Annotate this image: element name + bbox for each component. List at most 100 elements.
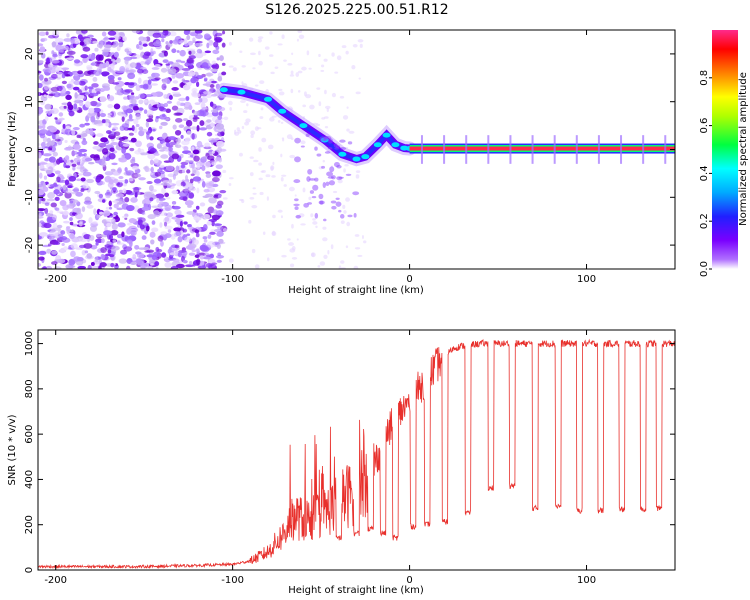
faint-speckle (252, 187, 256, 190)
noise-speckle (103, 210, 111, 217)
noise-speckle (163, 50, 169, 57)
noise-speckle (43, 222, 52, 229)
signal-blob (299, 123, 308, 129)
noise-speckle (161, 252, 167, 258)
noise-speckle (159, 222, 163, 228)
faint-speckle (345, 50, 349, 55)
noise-speckle (211, 93, 218, 97)
faint-speckle (344, 163, 349, 167)
noise-speckle (215, 210, 224, 216)
noise-speckle (70, 79, 75, 82)
noise-speckle (216, 57, 220, 61)
noise-speckle (38, 125, 44, 129)
noise-speckle (60, 105, 65, 109)
noise-speckle (190, 173, 195, 177)
noise-speckle (185, 159, 190, 163)
noise-speckle (220, 137, 225, 143)
noise-speckle (148, 259, 156, 263)
noise-speckle (186, 130, 192, 135)
noise-speckle (86, 66, 93, 71)
snr-y-tick-label: 800 (24, 379, 35, 398)
faint-speckle (352, 44, 358, 48)
noise-speckle (210, 68, 218, 73)
noise-speckle (73, 80, 81, 86)
faint-speckle (287, 238, 291, 241)
noise-speckle (42, 37, 48, 42)
signal-blob (264, 96, 273, 102)
noise-speckle (171, 62, 181, 69)
noise-speckle (73, 59, 81, 64)
noise-speckle (78, 153, 86, 157)
noise-speckle (124, 197, 130, 203)
snr-panel: -200 -100 0 100 0 200 400 600 800 1000 Height of… (7, 329, 676, 596)
noise-speckle (171, 91, 181, 95)
faint-speckle (361, 234, 364, 240)
noise-speckle (58, 112, 64, 117)
noise-speckle (201, 245, 209, 252)
faint-speckle (322, 237, 328, 242)
noise-speckle (121, 123, 130, 129)
faint-speckle (319, 261, 326, 266)
noise-speckle (81, 30, 88, 34)
faint-speckle (234, 131, 240, 136)
noise-speckle (98, 211, 104, 215)
noise-speckle (68, 110, 75, 117)
faint-speckle (342, 204, 346, 210)
faint-speckle (353, 265, 359, 269)
noise-speckle (96, 66, 102, 72)
noise-speckle (101, 156, 107, 163)
noise-speckle (184, 188, 189, 195)
noise-speckle (48, 62, 54, 68)
signal-spread (335, 197, 340, 200)
faint-speckle (274, 66, 279, 69)
noise-speckle (185, 264, 194, 268)
noise-speckle (171, 105, 179, 111)
noise-speckle (154, 77, 161, 80)
noise-speckle (84, 122, 90, 126)
noise-speckle (100, 137, 109, 143)
noise-speckle (42, 186, 49, 192)
noise-speckle (38, 82, 43, 89)
noise-speckle (70, 37, 75, 45)
noise-speckle (172, 93, 182, 97)
snr-y-axis-label: SNR (10 * v/v) (7, 414, 18, 485)
noise-speckle (165, 196, 171, 200)
noise-speckle (195, 52, 204, 59)
noise-speckle (203, 78, 208, 82)
noise-speckle (98, 265, 102, 269)
colorbar-tick-label: 0.8 (699, 70, 710, 86)
spectrogram-y-tick-label: 0 (24, 146, 35, 152)
noise-speckle (53, 91, 61, 98)
faint-speckle (261, 137, 267, 143)
noise-speckle (58, 258, 66, 264)
faint-speckle (322, 226, 327, 230)
faint-speckle (342, 115, 349, 120)
snr-frame (37, 329, 676, 571)
signal-spread (335, 201, 342, 207)
faint-speckle (345, 245, 349, 249)
noise-speckle (90, 54, 96, 61)
noise-speckle (150, 263, 154, 266)
noise-speckle (201, 264, 206, 269)
noise-speckle (126, 228, 132, 235)
signal-blob (278, 108, 287, 114)
noise-speckle (192, 116, 200, 120)
faint-speckle (267, 144, 274, 150)
noise-speckle (217, 115, 223, 121)
noise-speckle (157, 235, 164, 242)
noise-speckle (211, 103, 217, 109)
colorbar-tick-label: 0.2 (699, 213, 710, 229)
noise-speckle (172, 80, 179, 84)
snr-y-ticks: 0 200 400 600 800 1000 (24, 331, 675, 573)
noise-speckle (217, 146, 222, 154)
noise-speckle (54, 207, 60, 211)
noise-speckle (99, 262, 107, 268)
noise-speckle (138, 107, 144, 111)
noise-speckle (58, 48, 64, 53)
noise-speckle (111, 170, 121, 176)
noise-speckle (219, 55, 224, 62)
faint-speckle (281, 34, 285, 40)
faint-speckle (259, 80, 265, 84)
noise-speckle (196, 162, 201, 170)
snr-y-tick-label: 0 (24, 567, 35, 573)
